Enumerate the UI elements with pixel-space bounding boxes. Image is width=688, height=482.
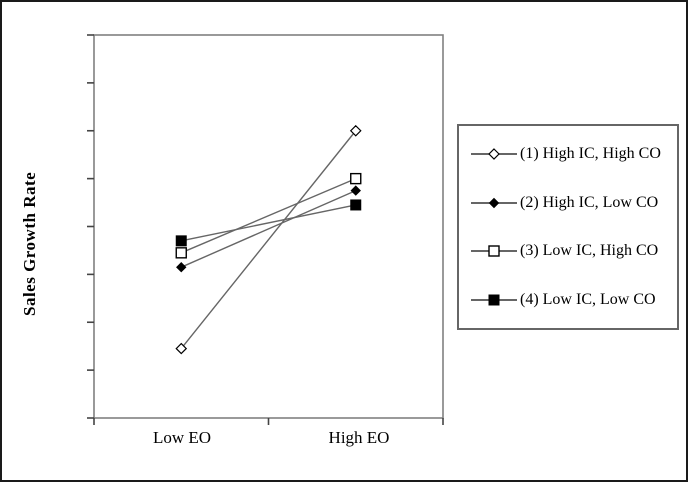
open-diamond-icon — [471, 148, 517, 161]
open-square-icon — [471, 245, 517, 257]
x-tick-label-low-eo: Low EO — [152, 428, 212, 447]
legend-label: (1) High IC, High CO — [520, 145, 661, 163]
legend-label: (4) Low IC, Low CO — [520, 290, 656, 308]
filled-diamond-icon — [471, 197, 517, 208]
filled-square-icon — [471, 294, 517, 306]
y-axis-label: Sales Growth Rate — [20, 171, 39, 317]
legend: (1) High IC, High CO (2) High IC, Low CO… — [457, 124, 679, 330]
legend-item: (3) Low IC, High CO — [471, 241, 677, 261]
legend-item: (1) High IC, High CO — [471, 144, 677, 164]
x-tick-label-high-eo: High EO — [328, 428, 390, 447]
legend-label: (2) High IC, Low CO — [520, 193, 659, 211]
legend-item: (2) High IC, Low CO — [471, 193, 677, 213]
legend-item: (4) Low IC, Low CO — [471, 290, 677, 310]
legend-label: (3) Low IC, High CO — [520, 242, 659, 260]
